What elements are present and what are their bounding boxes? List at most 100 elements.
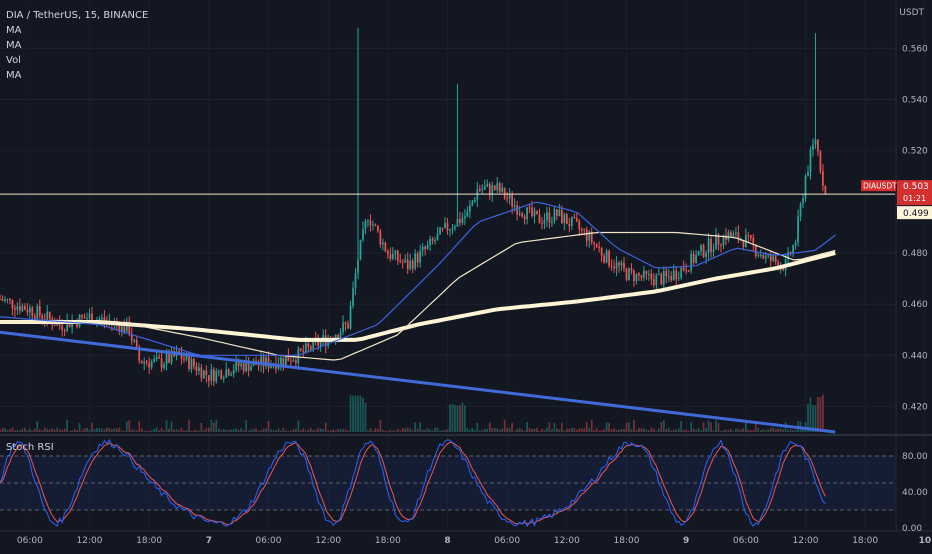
ma-fast-line[interactable]: [0, 201, 836, 356]
volume-bar: [379, 419, 382, 432]
volume-bar: [595, 428, 598, 432]
candle-body: [36, 306, 39, 319]
ma-slow-line[interactable]: [0, 231, 836, 361]
candle-body: [625, 268, 628, 280]
volume-bar: [309, 427, 312, 432]
volume-bar: [421, 429, 424, 432]
candle-body: [237, 360, 240, 367]
candle-body: [538, 214, 541, 223]
legend-ma-3[interactable]: MA: [6, 70, 22, 81]
time-tick-label: 18:00: [136, 536, 162, 546]
volume-bar: [802, 429, 804, 432]
volume-bar: [526, 422, 528, 432]
volume-bar: [190, 430, 193, 432]
candle-body: [294, 360, 297, 364]
candle-body: [618, 262, 620, 266]
volume-bar: [459, 405, 461, 432]
volume-bar: [202, 429, 205, 432]
candle-body: [478, 188, 481, 191]
volume-bar: [120, 430, 123, 432]
candle-body: [665, 271, 668, 277]
legend-ma-1[interactable]: MA: [6, 25, 22, 36]
time-tick-label: 7: [206, 536, 212, 546]
candle-body: [570, 217, 573, 227]
candle-body: [824, 185, 827, 194]
volume-bar: [372, 430, 374, 432]
volume-bar: [183, 430, 185, 432]
candle-body: [354, 273, 357, 289]
time-tick-label: 06:00: [17, 536, 43, 546]
volume-bar: [556, 428, 558, 432]
volume-bar: [715, 420, 717, 432]
candle-body: [533, 210, 536, 216]
volume-bar: [700, 430, 702, 432]
candle-body: [6, 299, 9, 301]
rsi-title[interactable]: Stoch RSI: [6, 442, 54, 453]
volume-bar: [210, 419, 213, 432]
candle-body: [46, 311, 49, 321]
volume-bar: [357, 395, 359, 432]
candle-body: [690, 253, 693, 272]
candle-body: [565, 214, 568, 225]
candle-body: [312, 339, 315, 350]
volume-bar: [680, 420, 683, 432]
candle-body: [128, 321, 131, 335]
volume-bar: [250, 429, 252, 432]
candle-body: [396, 250, 399, 261]
candle-body: [446, 223, 449, 231]
volume-bar: [521, 429, 523, 432]
volume-bar: [180, 427, 183, 432]
ma-tag-bg: [897, 206, 932, 220]
candle-body: [287, 356, 290, 361]
candle-body: [518, 213, 521, 215]
candle-body: [802, 198, 804, 205]
candle-body: [643, 270, 645, 278]
ma-thick-line[interactable]: [0, 251, 836, 342]
volume-bar: [285, 430, 287, 432]
volume-bar: [63, 428, 66, 432]
volume-bar: [275, 430, 277, 432]
candle-body: [739, 240, 742, 242]
symbol-tag: DIAUSDT: [863, 182, 897, 191]
candle-body: [707, 238, 710, 253]
trendline[interactable]: [0, 330, 836, 434]
candle-body: [262, 356, 265, 367]
candle-body: [317, 339, 320, 346]
volume-bar: [232, 429, 235, 432]
volume-bar: [466, 427, 469, 432]
legend-vol[interactable]: Vol: [6, 55, 21, 66]
candle-body: [19, 306, 21, 311]
candle-body: [207, 375, 210, 381]
volume-bar: [83, 428, 86, 432]
candle-body: [759, 254, 762, 256]
candle-body: [404, 259, 407, 263]
volume-bar: [692, 428, 695, 432]
candle-body: [449, 229, 451, 231]
candle-body: [744, 234, 747, 248]
volume-bar: [409, 428, 412, 432]
candle-body: [399, 260, 402, 263]
volume-bar: [426, 428, 429, 432]
candle-body: [225, 369, 228, 378]
volume-bar: [103, 429, 106, 432]
volume-bar: [130, 429, 133, 432]
candle-body: [682, 267, 685, 271]
volume-bar: [615, 430, 618, 432]
volume-bar: [717, 422, 720, 432]
candle-body: [717, 234, 720, 245]
price-tick-label: 0.420: [902, 402, 928, 412]
legend-ma-2[interactable]: MA: [6, 40, 22, 51]
volume-bar: [469, 429, 471, 432]
candle-body: [190, 358, 193, 369]
candle-body: [548, 212, 551, 223]
candle-body: [439, 227, 441, 235]
volume-bar: [367, 430, 369, 432]
candle-body: [138, 346, 141, 361]
volume-bar: [787, 429, 789, 432]
volume-bar: [687, 430, 690, 432]
volume-bar: [436, 428, 439, 432]
rsi-k-line[interactable]: [0, 438, 826, 528]
volume-bar: [304, 430, 307, 432]
volume-bar: [511, 422, 514, 432]
